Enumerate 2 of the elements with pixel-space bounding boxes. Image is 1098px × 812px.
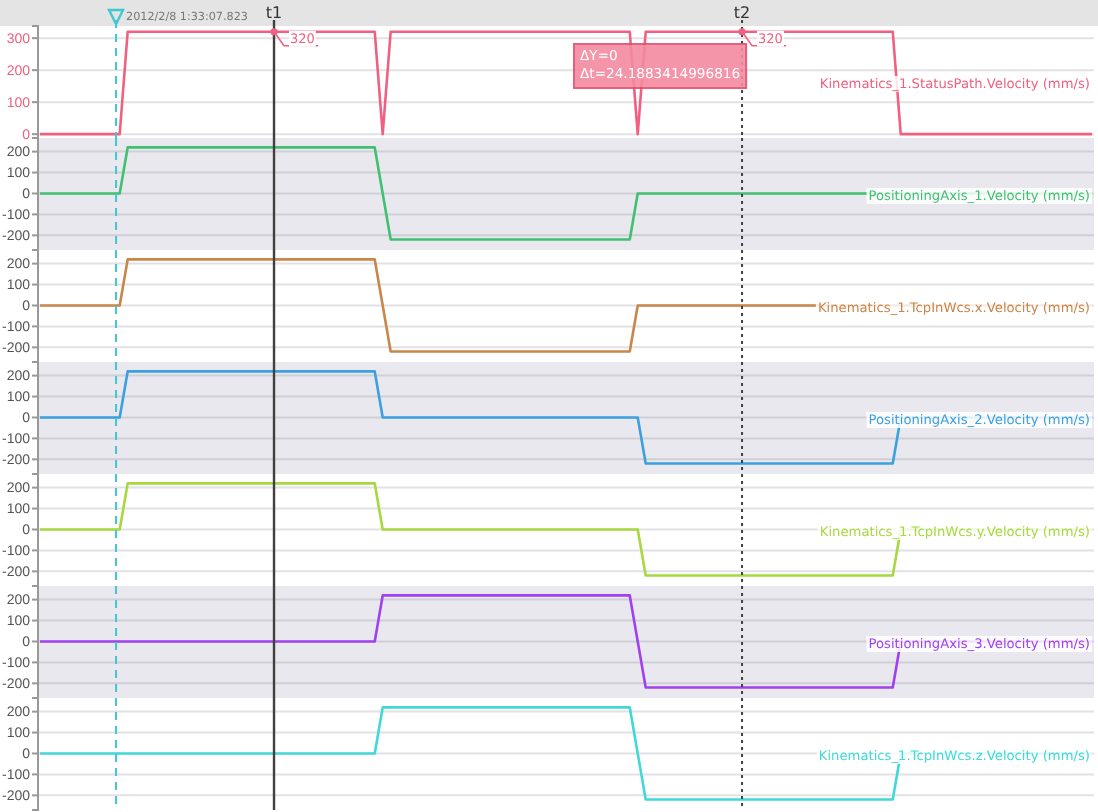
text: t1 (265, 4, 283, 22)
text: t2 (733, 4, 751, 22)
